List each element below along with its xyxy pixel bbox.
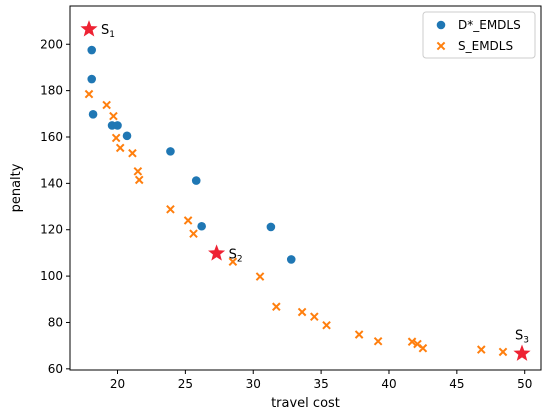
- data-point-s-emdls: [228, 257, 238, 267]
- x-tick-label: 25: [178, 377, 193, 391]
- x-marker-stroke: [183, 216, 193, 225]
- data-point-s-emdls: [109, 111, 118, 121]
- x-marker-stroke: [407, 337, 417, 347]
- y-axis-title: penalty: [9, 163, 24, 212]
- data-point-s-emdls: [418, 343, 428, 353]
- x-tick-label: 30: [246, 377, 261, 391]
- point-annotation: S1: [101, 23, 115, 40]
- data-point-s-emdls: [189, 229, 198, 238]
- legend-label: D*_EMDLS: [458, 18, 521, 32]
- data-point-s-emdls: [476, 345, 486, 354]
- x-marker-stroke: [498, 347, 508, 357]
- x-marker-stroke: [354, 330, 364, 339]
- data-point-s-emdls: [102, 100, 111, 110]
- x-marker-stroke: [84, 89, 94, 99]
- data-point-s-emdls: [498, 347, 508, 357]
- plot-frame-layer: [69, 5, 542, 371]
- star-marker: [208, 244, 226, 261]
- data-point-d-emdls: [113, 121, 122, 130]
- x-tick-label: 50: [517, 377, 532, 391]
- legend: D*_EMDLS S_EMDLS: [422, 11, 536, 59]
- data-point-s-emdls: [166, 205, 175, 214]
- data-point-d-emdls: [122, 131, 132, 141]
- x-marker-stroke: [189, 229, 198, 238]
- point-annotation: S2: [229, 247, 243, 264]
- data-point-s-emdls: [272, 302, 281, 312]
- annotation-layer: S1 S2 S3: [80, 20, 531, 361]
- x-marker-stroke: [476, 345, 486, 354]
- data-point-s-emdls: [183, 216, 193, 225]
- x-marker-stroke: [128, 148, 137, 158]
- legend-box: [422, 11, 536, 59]
- x-marker-stroke: [109, 111, 118, 121]
- data-point-s-emdls: [255, 272, 265, 281]
- data-point-s-emdls: [373, 336, 383, 346]
- data-point-s-emdls: [111, 133, 121, 143]
- data-point-s-emdls: [407, 337, 417, 347]
- x-marker-stroke: [166, 205, 175, 214]
- data-point-d-emdls: [88, 109, 98, 119]
- y-tick-label: 200: [40, 37, 63, 51]
- x-marker-stroke: [228, 257, 238, 267]
- x-marker-stroke: [413, 339, 422, 349]
- data-point-s-emdls: [133, 166, 143, 176]
- x-marker-stroke: [418, 343, 428, 353]
- x-tick-label: 40: [381, 377, 396, 391]
- data-point-s-emdls: [134, 175, 144, 185]
- data-point-d-emdls: [191, 176, 201, 185]
- data-point-s-emdls: [84, 89, 94, 99]
- x-marker-stroke: [272, 302, 281, 312]
- legend-marker-d-emdls: [436, 20, 446, 30]
- x-tick-label: 45: [449, 377, 464, 391]
- x-marker-stroke: [111, 133, 121, 143]
- legend-marker-s-emdls: [436, 41, 446, 51]
- data-point-s-emdls: [115, 143, 125, 153]
- data-point-s-emdls: [297, 307, 307, 317]
- x-marker-stroke: [436, 41, 446, 51]
- x-marker-stroke: [322, 320, 331, 330]
- data-point-d-emdls: [87, 74, 97, 84]
- y-tick-label: 60: [48, 362, 63, 376]
- data-point-d-emdls: [286, 255, 296, 264]
- x-marker-stroke: [115, 143, 125, 153]
- data-point-d-emdls: [197, 221, 206, 231]
- data-point-d-emdls: [87, 45, 97, 55]
- x-marker-stroke: [373, 336, 383, 346]
- x-marker-stroke: [133, 166, 143, 176]
- legend-label: S_EMDLS: [458, 39, 513, 53]
- y-tick-label: 80: [48, 315, 63, 329]
- plot-frame: [69, 5, 542, 371]
- y-tick-label: 160: [40, 130, 63, 144]
- data-point-s-emdls: [322, 320, 331, 330]
- x-marker-stroke: [102, 100, 111, 110]
- x-tick-label: 20: [110, 377, 125, 391]
- x-marker-stroke: [310, 312, 319, 321]
- tick-layer: 20 25 30 35 40 45 50 60 80 100 120 140 160 180 200: [40, 37, 532, 391]
- y-tick-label: 100: [40, 269, 63, 283]
- data-point-s-emdls: [354, 330, 364, 339]
- y-tick-label: 180: [40, 84, 63, 98]
- point-annotation: S3: [515, 329, 529, 346]
- x-tick-label: 35: [313, 377, 328, 391]
- x-marker-stroke: [297, 307, 307, 317]
- y-tick-label: 120: [40, 223, 63, 237]
- data-point-s-emdls: [128, 148, 137, 158]
- data-point-d-emdls: [266, 222, 276, 232]
- star-marker: [80, 20, 98, 37]
- data-point-d-emdls: [166, 147, 175, 156]
- y-tick-label: 140: [40, 176, 63, 190]
- star-marker: [513, 344, 531, 361]
- data-points-layer: [84, 45, 508, 357]
- x-marker-stroke: [255, 272, 265, 281]
- x-marker-stroke: [134, 175, 144, 185]
- x-axis-title: travel cost: [271, 396, 340, 411]
- data-point-s-emdls: [310, 312, 319, 321]
